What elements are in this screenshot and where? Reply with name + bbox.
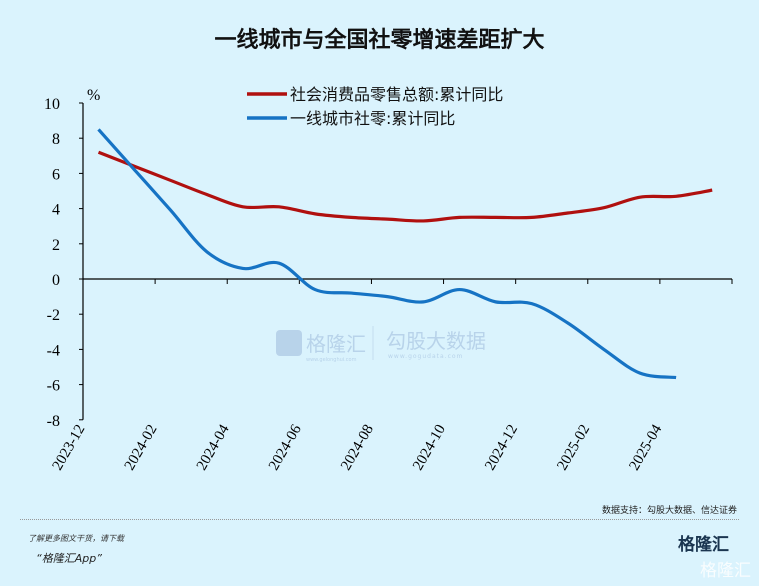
chart-title: 一线城市与全国社零增速差距扩大 [214,28,545,53]
promo-app: “格隆汇App” [36,552,102,565]
x-tick-label: 2024-12 [482,422,521,473]
x-tick-label: 2024-06 [266,422,305,474]
x-tick-label: 2024-02 [122,422,161,473]
y-tick-label: -6 [47,378,60,395]
watermark-brand-url: www.gelonghui.com [306,357,357,363]
x-tick-label: 2024-08 [338,422,377,473]
series-line-1 [97,150,713,223]
x-tick-label: 2024-10 [410,422,449,473]
y-tick-label: 10 [44,96,60,113]
gelonghui-watermark-logo: 格隆汇 [700,561,751,581]
legend-label-1: 社会消费品零售总额:累计同比 [290,85,503,104]
y-tick-label: -4 [47,342,60,359]
legend-label-2: 一线城市社零:累计同比 [290,109,455,128]
y-axis-unit: % [87,87,100,104]
watermark-brand: 格隆汇 [306,332,366,356]
x-tick-label: 2025-02 [554,422,593,473]
watermark-data-url: www.gogudata.com [388,353,463,360]
promo-text: 了解更多图文干货，请下载 [28,534,124,543]
watermark-logo-icon [276,330,302,356]
data-source: 数据支持：勾股大数据、信达证券 [601,506,737,516]
divider [20,519,739,520]
watermark-data: 勾股大数据 [386,329,486,353]
y-tick-label: 6 [52,166,60,183]
y-tick-label: 2 [52,237,60,254]
y-tick-label: 0 [52,272,60,289]
x-tick-label: 2024-04 [194,422,233,474]
x-tick-label: 2025-04 [626,422,665,474]
y-tick-label: 8 [52,131,60,148]
gelonghui-logo: 格隆汇 [678,535,729,555]
y-tick-label: -8 [47,413,60,430]
y-tick-label: -2 [47,307,60,324]
series-line-2 [97,128,677,380]
y-tick-label: 4 [52,202,60,219]
